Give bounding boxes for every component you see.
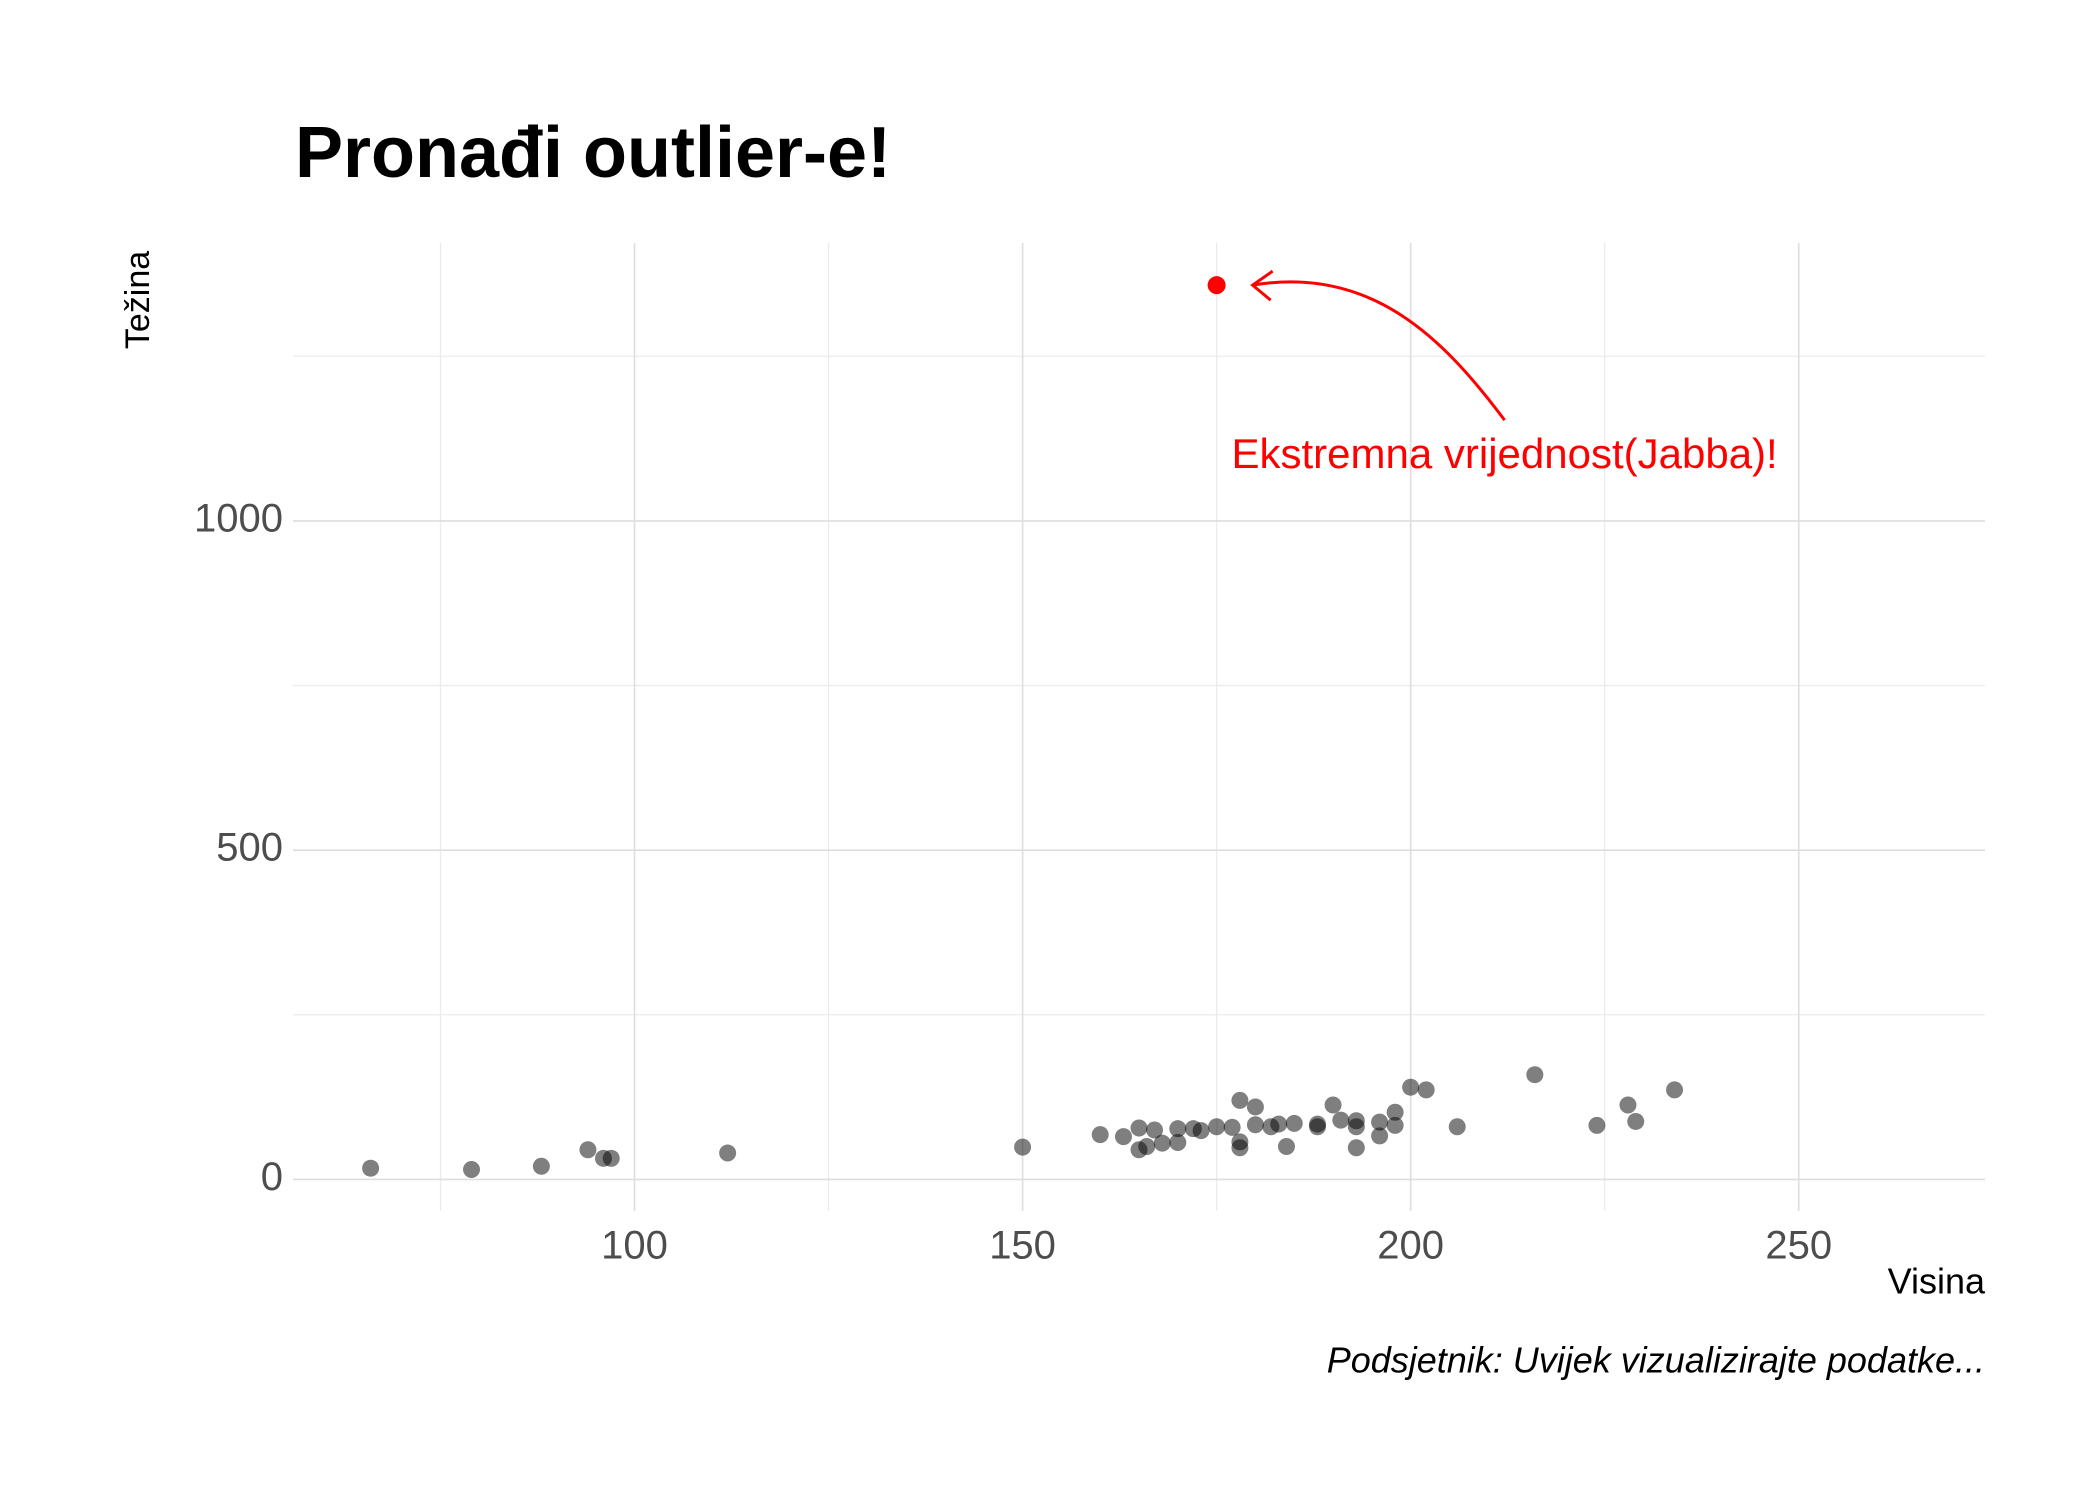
- y-tick-label: 1000: [194, 496, 283, 540]
- point: [1114, 1128, 1132, 1146]
- point: [1169, 1120, 1187, 1138]
- point: [1014, 1138, 1032, 1156]
- point: [1146, 1121, 1164, 1139]
- point: [1332, 1111, 1350, 1129]
- point: [1402, 1078, 1420, 1096]
- annotation-arrow: [1252, 280, 1506, 422]
- y-axis-label: Težina: [119, 251, 157, 349]
- point: [579, 1141, 597, 1159]
- point: [1309, 1118, 1327, 1136]
- point: [1138, 1137, 1156, 1155]
- point: [1448, 1118, 1466, 1136]
- point: [1666, 1081, 1684, 1099]
- x-tick-label: 200: [1377, 1224, 1444, 1268]
- x-tick-label: 100: [601, 1224, 668, 1268]
- point: [1231, 1139, 1249, 1157]
- annotation: Ekstremna vrijednost(Jabba)!: [1231, 430, 1777, 477]
- point: [1192, 1122, 1210, 1140]
- point: [1091, 1126, 1109, 1144]
- point: [1246, 1098, 1264, 1116]
- point: [1386, 1103, 1404, 1121]
- point: [1371, 1127, 1389, 1145]
- point: [1371, 1113, 1389, 1131]
- y-tick-label: 0: [261, 1155, 283, 1199]
- point: [1526, 1066, 1544, 1084]
- caption: Podsjetnik: Uvijek vizualizirajte podatk…: [1327, 1340, 1985, 1381]
- point: [1619, 1096, 1637, 1114]
- point: [1627, 1112, 1645, 1130]
- point: [532, 1157, 550, 1175]
- y-tick-label: 500: [216, 826, 283, 870]
- point: [1285, 1114, 1303, 1132]
- point: [1231, 1091, 1249, 1109]
- point: [1588, 1116, 1606, 1134]
- point: [1208, 1118, 1226, 1136]
- point: [1246, 1116, 1264, 1134]
- point: [1270, 1115, 1288, 1133]
- point: [1130, 1119, 1148, 1137]
- x-tick-label: 150: [989, 1224, 1056, 1268]
- annotation-arrowhead: [1250, 269, 1274, 302]
- point: [1153, 1134, 1171, 1152]
- point: [602, 1149, 620, 1167]
- x-tick-label: 250: [1765, 1224, 1832, 1268]
- point: [362, 1159, 380, 1177]
- point: [1417, 1081, 1435, 1099]
- point: [463, 1161, 481, 1179]
- point: [719, 1144, 737, 1162]
- point: [1223, 1118, 1241, 1136]
- point: [1169, 1134, 1187, 1152]
- point: [1347, 1112, 1365, 1130]
- x-axis-label: Visina: [1888, 1261, 1986, 1302]
- point: [1347, 1139, 1365, 1157]
- outlier-point: [1207, 276, 1226, 295]
- point: [1324, 1096, 1342, 1114]
- point: [1277, 1137, 1295, 1155]
- point: [1386, 1116, 1404, 1134]
- chart-title: Pronađi outlier-e!: [295, 113, 891, 193]
